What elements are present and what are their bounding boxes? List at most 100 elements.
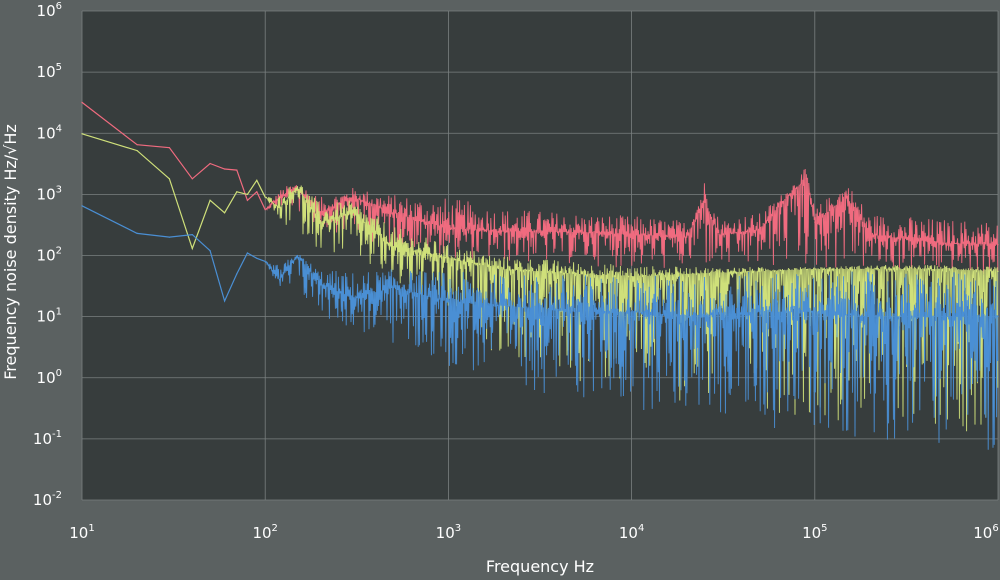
data-point bbox=[264, 196, 266, 198]
data-point bbox=[264, 260, 266, 263]
y-tick-labels: 10-2 10-1 100 101 102 103 104 105 106 bbox=[33, 1, 62, 509]
data-point bbox=[168, 147, 171, 149]
data-point bbox=[869, 233, 871, 236]
data-point bbox=[814, 268, 816, 270]
data-point bbox=[631, 233, 633, 236]
x-tick-label: 101 bbox=[69, 523, 94, 542]
series-line bbox=[81, 133, 266, 251]
series-layer bbox=[81, 101, 999, 450]
data-point bbox=[759, 270, 761, 272]
x-tick-label: 106 bbox=[973, 523, 998, 542]
data-point bbox=[997, 244, 999, 246]
y-tick-label: 102 bbox=[37, 246, 62, 265]
data-point bbox=[942, 268, 944, 270]
data-point bbox=[718, 233, 720, 236]
series-line bbox=[81, 205, 266, 303]
data-point bbox=[256, 191, 258, 193]
series-noise-trace bbox=[264, 185, 999, 432]
data-point bbox=[319, 221, 321, 223]
x-tick-label: 105 bbox=[802, 523, 827, 542]
series-noise-trace bbox=[264, 168, 999, 274]
series-line bbox=[81, 101, 266, 211]
data-point bbox=[319, 282, 321, 284]
data-point bbox=[447, 257, 449, 259]
y-tick-label: 106 bbox=[37, 1, 62, 20]
data-point bbox=[136, 232, 138, 234]
data-point bbox=[236, 169, 238, 171]
y-tick-label: 104 bbox=[37, 123, 62, 142]
data-point bbox=[223, 212, 226, 214]
data-point bbox=[191, 247, 193, 250]
data-point bbox=[502, 268, 505, 270]
data-point bbox=[296, 254, 299, 257]
data-point bbox=[236, 191, 238, 193]
data-point bbox=[869, 316, 871, 318]
data-point bbox=[447, 300, 449, 302]
x-tick-label: 104 bbox=[619, 523, 644, 542]
y-tick-label: 10-1 bbox=[33, 429, 62, 448]
data-point bbox=[81, 101, 83, 103]
data-point bbox=[236, 273, 238, 275]
x-tick-label: 102 bbox=[252, 523, 277, 542]
data-point bbox=[942, 242, 944, 244]
data-point bbox=[502, 305, 505, 307]
series-2 bbox=[81, 133, 999, 432]
data-point bbox=[997, 316, 999, 318]
y-tick-label: 101 bbox=[37, 307, 62, 326]
y-axis-label: Frequency noise density Hz/√Hz bbox=[1, 124, 20, 380]
data-point bbox=[168, 236, 171, 238]
data-point bbox=[814, 311, 816, 313]
data-point bbox=[575, 273, 578, 275]
y-tick-label: 103 bbox=[37, 184, 62, 203]
data-point bbox=[209, 162, 211, 165]
series-noise-trace bbox=[264, 254, 999, 450]
data-point bbox=[846, 196, 848, 198]
data-point bbox=[502, 230, 505, 232]
data-point bbox=[168, 178, 171, 180]
data-point bbox=[575, 311, 578, 313]
y-tick-label: 10-2 bbox=[33, 490, 62, 509]
data-point bbox=[256, 179, 258, 181]
data-point bbox=[631, 276, 633, 278]
data-point bbox=[191, 233, 193, 236]
data-point bbox=[279, 207, 281, 209]
data-point bbox=[686, 236, 688, 238]
data-point bbox=[352, 212, 354, 214]
x-axis-label: Frequency Hz bbox=[486, 557, 594, 576]
data-point bbox=[223, 168, 226, 170]
data-point bbox=[352, 196, 354, 198]
x-tick-label: 103 bbox=[436, 523, 461, 542]
data-point bbox=[814, 221, 816, 223]
data-point bbox=[686, 273, 688, 275]
data-point bbox=[81, 205, 83, 207]
data-point bbox=[759, 229, 761, 231]
data-point bbox=[392, 212, 394, 214]
data-point bbox=[942, 316, 944, 318]
data-point bbox=[869, 268, 871, 270]
data-point bbox=[246, 252, 249, 254]
data-point bbox=[575, 231, 578, 233]
data-point bbox=[785, 196, 788, 198]
data-point bbox=[319, 212, 321, 214]
series-3 bbox=[81, 205, 999, 450]
data-point bbox=[296, 186, 299, 189]
data-point bbox=[191, 178, 193, 180]
data-point bbox=[136, 150, 138, 152]
data-point bbox=[209, 199, 211, 201]
data-point bbox=[81, 133, 83, 135]
data-point bbox=[686, 316, 688, 318]
y-tick-label: 100 bbox=[37, 368, 62, 387]
data-point bbox=[759, 311, 761, 313]
data-point bbox=[631, 311, 633, 313]
data-point bbox=[223, 300, 226, 302]
data-point bbox=[997, 270, 999, 272]
data-point bbox=[264, 209, 266, 211]
data-point bbox=[392, 286, 394, 289]
data-point bbox=[392, 245, 394, 248]
data-point bbox=[805, 178, 808, 180]
data-point bbox=[246, 193, 249, 195]
data-point bbox=[136, 144, 138, 146]
y-tick-label: 105 bbox=[37, 62, 62, 81]
data-point bbox=[246, 199, 249, 201]
